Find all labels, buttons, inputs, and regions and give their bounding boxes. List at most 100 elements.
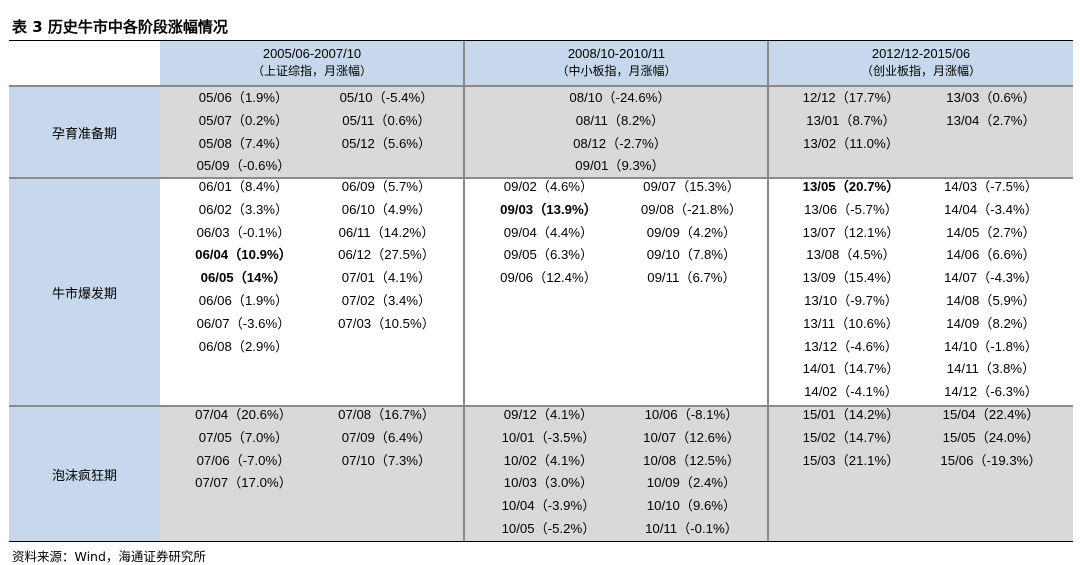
month-return: 07/02（3.4%） bbox=[341, 292, 432, 308]
month-return: 09/10（7.8%） bbox=[646, 247, 737, 263]
cell-r0-c0: 05/06（1.9%） 05/07（0.2%） 05/08（7.4%） 05/09（-… bbox=[172, 87, 458, 178]
month-return: 07/06（-7.0%） bbox=[196, 452, 291, 468]
month-return: 06/11（14.2%） bbox=[338, 224, 435, 240]
month-return: 13/02（11.0%） bbox=[803, 135, 899, 151]
month-return: 09/11（6.7%） bbox=[647, 270, 736, 286]
cell-column: 15/01（14.2%） 15/02（14.7%） 15/03（21.1%） bbox=[781, 404, 921, 472]
row-divider bbox=[9, 85, 1073, 87]
month-return: 09/08（-21.8%） bbox=[640, 201, 743, 217]
month-return: 13/03（0.6%） bbox=[946, 90, 1036, 105]
column-divider bbox=[767, 41, 769, 541]
month-return: 10/05（-5.2%） bbox=[501, 520, 596, 536]
month-return: 14/12（-6.3%） bbox=[944, 384, 1038, 400]
cell-column: 13/05（20.7%） 13/06（-5.7%） 13/07（12.1%） 13/0… bbox=[781, 176, 921, 404]
month-return: 13/07（12.1%） bbox=[802, 224, 900, 240]
header-index-label: （中小板指，月涨幅） bbox=[556, 64, 677, 78]
cell-bg bbox=[160, 87, 464, 177]
month-return: 15/02（14.7%） bbox=[802, 429, 900, 445]
month-return: 14/04（-3.4%） bbox=[944, 201, 1038, 217]
month-return: 09/07（15.3%） bbox=[643, 179, 740, 194]
month-return: 08/10（-24.6%） bbox=[569, 90, 671, 105]
header-period-3: 2012/12-2015/06 （创业板指，月涨幅） bbox=[769, 41, 1073, 85]
cell-bg bbox=[769, 179, 1073, 405]
month-return: 14/06（6.6%） bbox=[946, 247, 1036, 263]
month-return: 09/09（4.2%） bbox=[646, 224, 737, 240]
month-return: 13/05（20.7%） bbox=[802, 179, 900, 194]
cell-r2-c1: 09/12（4.1%） 10/01（-3.5%） 10/02（4.1%） 10/03（… bbox=[477, 404, 763, 541]
month-return: 14/05（2.7%） bbox=[946, 224, 1036, 240]
cell-bg bbox=[769, 407, 1073, 541]
cell-column: 09/02（4.6%） 09/03（13.9%） 09/04（4.4%） 09/05（… bbox=[477, 176, 620, 290]
month-return: 10/03（3.0%） bbox=[503, 475, 594, 491]
row-label-bubble: 泡沫疯狂期 bbox=[9, 407, 160, 541]
cell-bg bbox=[160, 179, 464, 405]
month-return: 10/11（-0.1%） bbox=[645, 520, 738, 536]
month-return: 09/06（12.4%） bbox=[500, 270, 597, 286]
month-return: 06/07（-3.6%） bbox=[196, 315, 291, 331]
row-label-incubation: 孕育准备期 bbox=[9, 87, 160, 177]
top-rule bbox=[9, 40, 1073, 41]
month-return: 12/12（17.7%） bbox=[802, 90, 900, 105]
cell-r1-c1: 09/02（4.6%） 09/03（13.9%） 09/04（4.4%） 09/05（… bbox=[477, 176, 763, 290]
month-return: 10/06（-8.1%） bbox=[644, 407, 739, 422]
month-return: 08/12（-2.7%） bbox=[573, 135, 667, 151]
month-return: 10/01（-3.5%） bbox=[501, 429, 596, 445]
column-divider bbox=[463, 41, 465, 541]
cell-column: 07/04（20.6%） 07/05（7.0%） 07/06（-7.0%） 07/07… bbox=[172, 404, 315, 495]
header-period-label: 2005/06-2007/10 bbox=[262, 46, 362, 61]
month-return: 06/01（8.4%） bbox=[198, 179, 289, 194]
month-return: 06/02（3.3%） bbox=[198, 201, 289, 217]
header-period-label: 2008/10-2010/11 bbox=[567, 46, 666, 61]
cell-column: 13/03（0.6%） 13/04（2.7%） bbox=[921, 87, 1061, 155]
month-return: 13/08（4.5%） bbox=[806, 247, 896, 263]
header-period-2: 2008/10-2010/11 （中小板指，月涨幅） bbox=[465, 41, 768, 85]
cell-column: 09/07（15.3%） 09/08（-21.8%） 09/09（4.2%） 09/1… bbox=[620, 176, 763, 290]
month-return: 14/07（-4.3%） bbox=[944, 270, 1038, 286]
month-return: 09/01（9.3%） bbox=[575, 158, 665, 174]
cell-column: 05/10（-5.4%） 05/11（0.6%） 05/12（5.6%） bbox=[315, 87, 458, 178]
month-return: 05/11（0.6%） bbox=[342, 112, 431, 128]
cell-bg bbox=[160, 407, 464, 541]
month-return: 05/07（0.2%） bbox=[198, 112, 289, 128]
month-return: 09/02（4.6%） bbox=[503, 179, 594, 194]
month-return: 15/05（24.0%） bbox=[942, 429, 1040, 445]
month-return: 09/12（4.1%） bbox=[503, 407, 594, 422]
month-return: 14/11（3.8%） bbox=[946, 361, 1036, 377]
cell-bg bbox=[769, 87, 1073, 177]
header-index-label: （创业板指，月涨幅） bbox=[860, 64, 981, 78]
month-return: 07/01（4.1%） bbox=[341, 270, 432, 286]
month-return: 06/04（10.9%） bbox=[195, 247, 292, 263]
cell-column: 12/12（17.7%） 13/01（8.7%） 13/02（11.0%） bbox=[781, 87, 921, 155]
row-label-breakout: 牛市爆发期 bbox=[9, 179, 160, 405]
cell-column: 07/08（16.7%） 07/09（6.4%） 07/10（7.3%） bbox=[315, 404, 458, 495]
cell-column: 05/06（1.9%） 05/07（0.2%） 05/08（7.4%） 05/09（-… bbox=[172, 87, 315, 178]
month-return: 06/10（4.9%） bbox=[341, 201, 432, 217]
month-return: 10/04（-3.9%） bbox=[501, 498, 596, 514]
month-return: 13/12（-4.6%） bbox=[804, 338, 898, 354]
cell-column: 10/06（-8.1%） 10/07（12.6%） 10/08（12.5%） 10/0… bbox=[620, 404, 763, 541]
month-return: 10/02（4.1%） bbox=[503, 452, 594, 468]
cell-r1-c0: 06/01（8.4%） 06/02（3.3%） 06/03（-0.1%） 06/04（… bbox=[172, 176, 458, 358]
month-return: 15/04（22.4%） bbox=[942, 407, 1040, 422]
month-return: 09/05（6.3%） bbox=[503, 247, 594, 263]
month-return: 13/10（-9.7%） bbox=[804, 292, 898, 308]
month-return: 05/08（7.4%） bbox=[198, 135, 289, 151]
month-return: 13/06（-5.7%） bbox=[804, 201, 898, 217]
month-return: 07/07（17.0%） bbox=[195, 475, 292, 491]
month-return: 13/09（15.4%） bbox=[802, 270, 900, 286]
month-return: 07/09（6.4%） bbox=[341, 429, 432, 445]
month-return: 07/03（10.5%） bbox=[338, 315, 435, 331]
cell-r2-c0: 07/04（20.6%） 07/05（7.0%） 07/06（-7.0%） 07/07… bbox=[172, 404, 458, 495]
month-return: 06/09（5.7%） bbox=[341, 179, 432, 194]
cell-bg bbox=[465, 179, 768, 405]
month-return: 05/09（-0.6%） bbox=[196, 158, 291, 174]
cell-column: 14/03（-7.5%） 14/04（-3.4%） 14/05（2.7%） 14/06… bbox=[921, 176, 1061, 404]
row-divider bbox=[9, 177, 1073, 179]
month-return: 09/03（13.9%） bbox=[500, 201, 597, 217]
month-return: 13/11（10.6%） bbox=[803, 315, 899, 331]
month-return: 07/08（16.7%） bbox=[338, 407, 435, 422]
month-return: 14/02（-4.1%） bbox=[804, 384, 898, 400]
month-return: 07/10（7.3%） bbox=[341, 452, 432, 468]
cell-r0-c2: 12/12（17.7%） 13/01（8.7%） 13/02（11.0%） 13/03… bbox=[781, 87, 1061, 155]
cell-bg bbox=[465, 407, 768, 541]
